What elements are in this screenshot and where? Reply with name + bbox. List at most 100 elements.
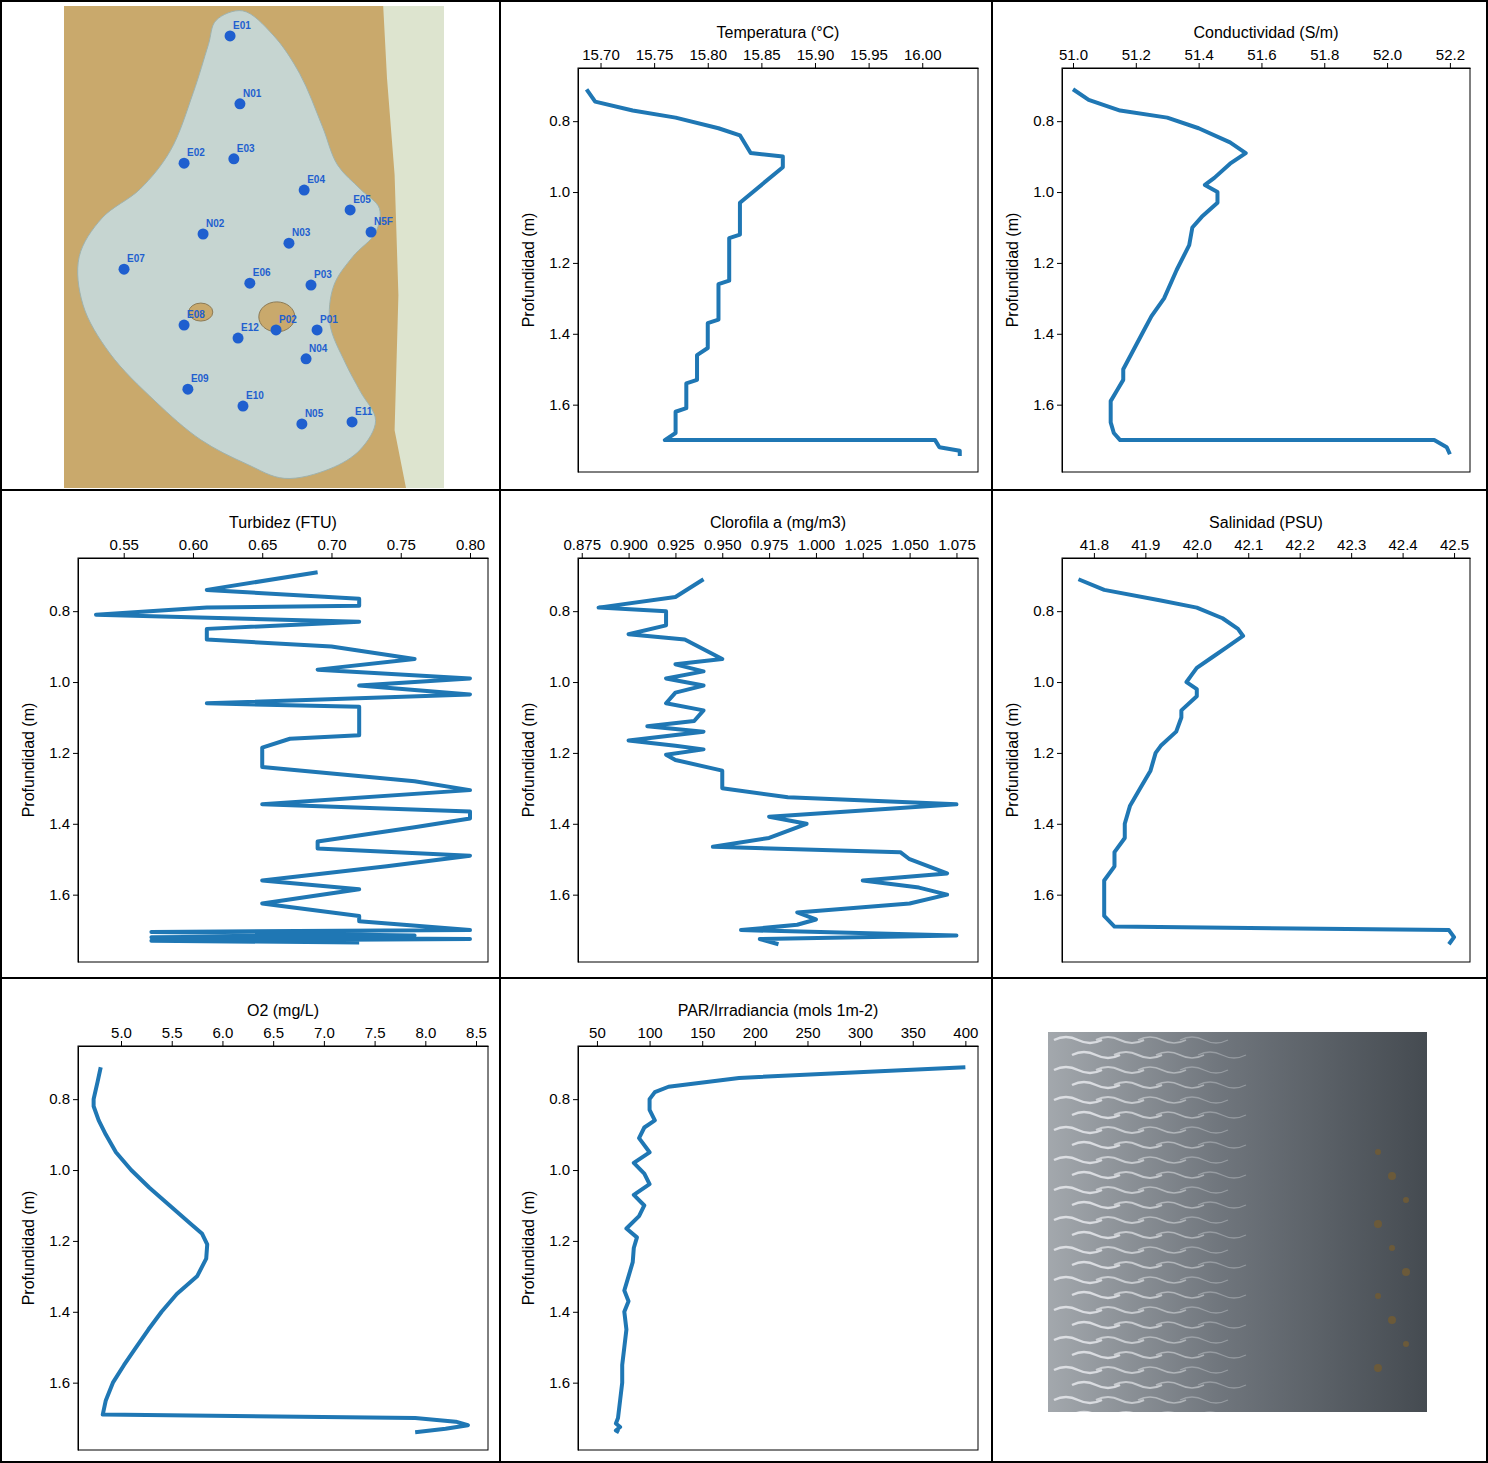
data-layer	[96, 572, 470, 942]
tick-label: 1.6	[549, 396, 570, 413]
axis-line	[578, 69, 579, 473]
photo-ripple	[1138, 1307, 1186, 1313]
tick-mark	[1057, 121, 1062, 122]
tick-label: 52.0	[1373, 46, 1402, 63]
photo-ripple	[1156, 1382, 1204, 1388]
tick-mark	[1057, 682, 1062, 683]
tick: 0.8	[1033, 112, 1062, 129]
station-label: E09	[191, 373, 209, 384]
photo-ripple	[1156, 1082, 1204, 1088]
tick-label: 1.6	[549, 886, 570, 903]
photo-ripple	[1096, 1277, 1144, 1283]
station-label: E08	[187, 309, 205, 320]
photo-ripple	[1072, 1262, 1120, 1268]
tick-mark	[573, 1170, 578, 1171]
tick: 51.2	[1122, 46, 1151, 68]
axis-title: Profundidad (m)	[20, 1191, 37, 1306]
photo-ripple	[1072, 1142, 1120, 1148]
photo-ripple	[1114, 1262, 1162, 1268]
station-label: N05	[305, 408, 324, 419]
photo-ripple	[1180, 1187, 1228, 1193]
photo-ripple	[1114, 1112, 1162, 1118]
tick-mark	[573, 611, 578, 612]
cell-divider	[991, 0, 993, 1463]
tick-label: 42.1	[1234, 536, 1263, 553]
data-layer	[1073, 89, 1450, 454]
photo-speck	[1388, 1316, 1396, 1324]
photo-ripple	[1156, 1352, 1204, 1358]
photo-ripple	[1072, 1322, 1120, 1328]
profile-line	[94, 1067, 468, 1432]
tick: 1.0	[49, 1161, 78, 1178]
tick-mark	[1094, 553, 1095, 558]
photo-ripple	[1096, 1217, 1144, 1223]
photo-ripple	[1198, 1292, 1246, 1298]
tick-mark	[1248, 553, 1249, 558]
tick-label: 42.0	[1183, 536, 1212, 553]
tick-label: 8.0	[415, 1024, 436, 1041]
station-labels: E01N01E02E03E04E05N5FN02N03E07E06P03E08E…	[127, 20, 393, 419]
tick: 200	[743, 1024, 768, 1046]
tick-label: 51.6	[1247, 46, 1276, 63]
axis-line	[1063, 68, 1471, 69]
tick: 1.000	[798, 536, 836, 558]
axis-title: O2 (mg/L)	[247, 1002, 319, 1019]
tick: 1.6	[1033, 886, 1062, 903]
axis-line	[1062, 559, 1063, 963]
profile-line	[96, 572, 470, 942]
photo-ripple	[1114, 1322, 1162, 1328]
station	[198, 228, 209, 239]
tick-mark	[910, 553, 911, 558]
photo-ripple	[1114, 1202, 1162, 1208]
station-label: N5F	[374, 216, 393, 227]
tick: 5.0	[111, 1024, 132, 1046]
photo-ripple	[1096, 1127, 1144, 1133]
tick-mark	[815, 63, 816, 68]
tick-mark	[601, 63, 602, 68]
tick-label: 41.8	[1080, 536, 1109, 553]
tick: 41.9	[1131, 536, 1160, 558]
station-label: N02	[206, 218, 225, 229]
station	[234, 98, 245, 109]
tick-mark	[73, 1099, 78, 1100]
tick-mark	[476, 1041, 477, 1046]
photo-ripple	[1198, 1082, 1246, 1088]
profile-line	[587, 89, 960, 456]
tick: 15.75	[636, 46, 674, 68]
profile-line	[599, 579, 957, 944]
data-layer	[616, 1067, 965, 1432]
tick: 0.8	[549, 602, 578, 619]
photo-ripple	[1198, 1262, 1246, 1268]
data-layer	[94, 1067, 468, 1432]
photo-ripple	[1054, 1067, 1102, 1073]
tick: 0.60	[179, 536, 208, 558]
tick: 0.8	[549, 1090, 578, 1107]
tick-mark	[573, 334, 578, 335]
station	[244, 278, 255, 289]
tick-label: 0.975	[751, 536, 789, 553]
tick-mark	[1261, 63, 1262, 68]
tick-label: 300	[848, 1024, 873, 1041]
lagoon	[78, 11, 381, 479]
tick: 300	[848, 1024, 873, 1046]
tick-label: 100	[638, 1024, 663, 1041]
photo-speck	[1402, 1268, 1410, 1276]
plot-frame	[1062, 68, 1470, 472]
tick-label: 0.875	[563, 536, 601, 553]
tick-label: 1.2	[549, 744, 570, 761]
tick: 1.0	[49, 673, 78, 690]
tick-label: 1.2	[49, 1232, 70, 1249]
tick-label: 1.4	[49, 1303, 70, 1320]
photo-ripple	[1156, 1142, 1204, 1148]
tick: 1.6	[49, 886, 78, 903]
tick-label: 1.4	[49, 815, 70, 832]
tick-label: 0.900	[610, 536, 648, 553]
tick-mark	[222, 1041, 223, 1046]
station	[299, 185, 310, 196]
tick-label: 200	[743, 1024, 768, 1041]
tick-mark	[1300, 553, 1301, 558]
x-axis: 5.05.56.06.57.07.58.08.5	[79, 1024, 489, 1047]
photo-ripple	[1096, 1247, 1144, 1253]
photo-ripple	[1054, 1217, 1102, 1223]
photo-ripple	[1138, 1367, 1186, 1373]
